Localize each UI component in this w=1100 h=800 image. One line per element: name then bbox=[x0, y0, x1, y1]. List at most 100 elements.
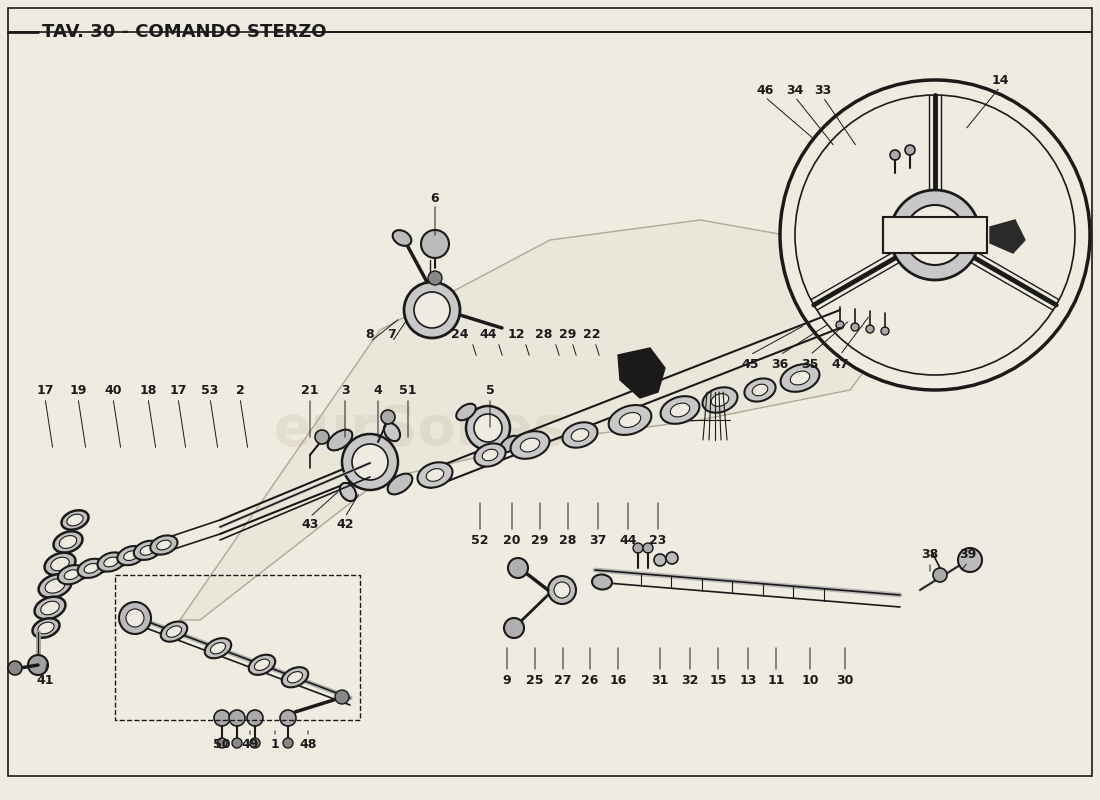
Ellipse shape bbox=[134, 541, 161, 560]
Ellipse shape bbox=[62, 510, 88, 530]
Text: 31: 31 bbox=[651, 674, 669, 686]
Ellipse shape bbox=[340, 483, 356, 501]
Text: 39: 39 bbox=[959, 549, 977, 562]
Circle shape bbox=[881, 327, 889, 335]
Circle shape bbox=[851, 323, 859, 331]
Ellipse shape bbox=[456, 404, 476, 420]
Ellipse shape bbox=[562, 422, 597, 448]
Ellipse shape bbox=[249, 654, 275, 675]
Ellipse shape bbox=[781, 364, 820, 392]
Text: 19: 19 bbox=[69, 383, 87, 397]
Text: 9: 9 bbox=[503, 674, 512, 686]
Ellipse shape bbox=[510, 431, 549, 459]
Text: 45: 45 bbox=[741, 358, 759, 371]
Text: 28: 28 bbox=[536, 329, 552, 342]
Circle shape bbox=[920, 220, 950, 250]
Circle shape bbox=[504, 618, 524, 638]
Circle shape bbox=[548, 576, 576, 604]
Ellipse shape bbox=[140, 546, 155, 555]
Circle shape bbox=[866, 325, 874, 333]
Ellipse shape bbox=[670, 403, 690, 417]
Polygon shape bbox=[618, 348, 666, 398]
Ellipse shape bbox=[161, 622, 187, 642]
Ellipse shape bbox=[387, 474, 412, 494]
Circle shape bbox=[214, 710, 230, 726]
Circle shape bbox=[554, 582, 570, 598]
Ellipse shape bbox=[393, 230, 411, 246]
Ellipse shape bbox=[54, 531, 82, 553]
Text: 40: 40 bbox=[104, 383, 122, 397]
Ellipse shape bbox=[619, 413, 640, 427]
Text: 20: 20 bbox=[504, 534, 520, 546]
Text: 17: 17 bbox=[36, 383, 54, 397]
Ellipse shape bbox=[118, 546, 144, 566]
Text: 52: 52 bbox=[471, 534, 488, 546]
Ellipse shape bbox=[210, 642, 225, 654]
Circle shape bbox=[421, 230, 449, 258]
Text: 44: 44 bbox=[480, 329, 497, 342]
Circle shape bbox=[890, 190, 980, 280]
Ellipse shape bbox=[592, 574, 612, 590]
Circle shape bbox=[428, 271, 442, 285]
Circle shape bbox=[654, 554, 666, 566]
Text: 24: 24 bbox=[451, 329, 469, 342]
Text: 47: 47 bbox=[832, 358, 849, 371]
Ellipse shape bbox=[418, 462, 452, 488]
Text: 32: 32 bbox=[681, 674, 698, 686]
Text: 4: 4 bbox=[374, 383, 383, 397]
Text: 7: 7 bbox=[387, 329, 396, 342]
Text: 18: 18 bbox=[140, 383, 156, 397]
Ellipse shape bbox=[745, 378, 776, 402]
Text: 21: 21 bbox=[301, 383, 319, 397]
Circle shape bbox=[280, 710, 296, 726]
Circle shape bbox=[644, 543, 653, 553]
Text: 2: 2 bbox=[235, 383, 244, 397]
Ellipse shape bbox=[703, 387, 737, 413]
Ellipse shape bbox=[790, 371, 810, 385]
Text: 5: 5 bbox=[485, 383, 494, 397]
Ellipse shape bbox=[661, 396, 700, 424]
Ellipse shape bbox=[39, 574, 72, 598]
Ellipse shape bbox=[123, 550, 139, 561]
Text: 29: 29 bbox=[531, 534, 549, 546]
Ellipse shape bbox=[33, 618, 59, 638]
Bar bbox=[883, 217, 987, 253]
Ellipse shape bbox=[384, 423, 400, 441]
Ellipse shape bbox=[67, 514, 84, 526]
Ellipse shape bbox=[64, 570, 79, 579]
Text: 16: 16 bbox=[609, 674, 627, 686]
Circle shape bbox=[381, 410, 395, 424]
Text: 48: 48 bbox=[299, 738, 317, 751]
Text: 38: 38 bbox=[922, 549, 938, 562]
Text: 30: 30 bbox=[836, 674, 854, 686]
Polygon shape bbox=[990, 220, 1025, 253]
Ellipse shape bbox=[254, 659, 270, 670]
Text: 34: 34 bbox=[786, 83, 804, 97]
Circle shape bbox=[315, 430, 329, 444]
Text: 41: 41 bbox=[36, 674, 54, 686]
Circle shape bbox=[342, 434, 398, 490]
Circle shape bbox=[905, 145, 915, 155]
Text: 23: 23 bbox=[649, 534, 667, 546]
Text: 3: 3 bbox=[341, 383, 350, 397]
Circle shape bbox=[905, 205, 965, 265]
Circle shape bbox=[414, 292, 450, 328]
Text: 11: 11 bbox=[768, 674, 784, 686]
Circle shape bbox=[666, 552, 678, 564]
Circle shape bbox=[508, 558, 528, 578]
Circle shape bbox=[250, 738, 260, 748]
Circle shape bbox=[632, 543, 644, 553]
Text: TAV. 30 - COMANDO STERZO: TAV. 30 - COMANDO STERZO bbox=[42, 23, 327, 41]
Circle shape bbox=[352, 444, 388, 480]
Text: 1: 1 bbox=[271, 738, 279, 751]
Circle shape bbox=[336, 690, 349, 704]
Ellipse shape bbox=[520, 438, 540, 452]
Text: 46: 46 bbox=[757, 83, 773, 97]
Text: 44: 44 bbox=[619, 534, 637, 546]
Polygon shape bbox=[180, 220, 880, 620]
Ellipse shape bbox=[37, 622, 54, 634]
Ellipse shape bbox=[59, 535, 77, 549]
Ellipse shape bbox=[482, 450, 498, 461]
Ellipse shape bbox=[426, 469, 443, 482]
Text: 13: 13 bbox=[739, 674, 757, 686]
